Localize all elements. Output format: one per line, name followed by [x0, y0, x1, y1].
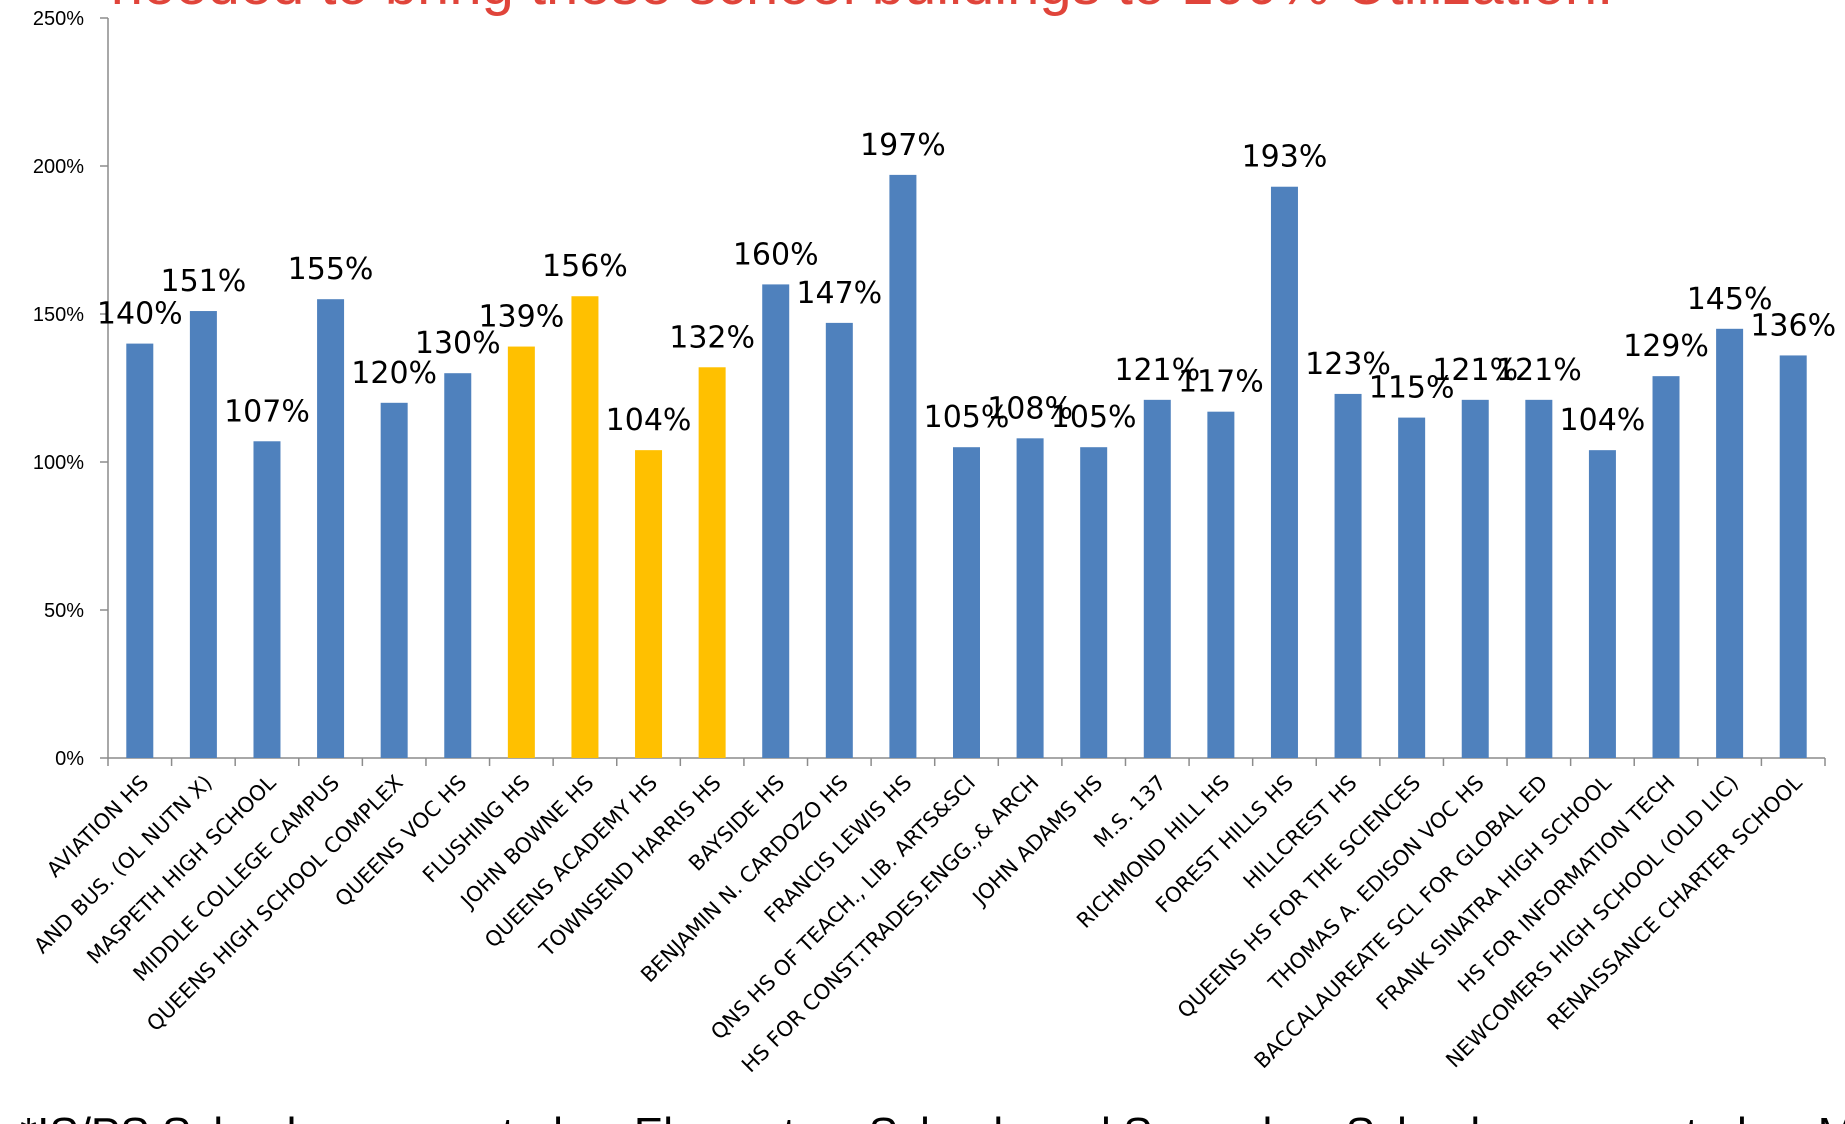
- bar: [126, 343, 154, 758]
- data-label: 129%: [1623, 329, 1709, 364]
- bar: [1398, 417, 1426, 758]
- bar: [1270, 186, 1298, 759]
- data-label: 130%: [415, 326, 501, 361]
- bar: [1334, 393, 1362, 758]
- chart-footnote: *IS/PS Schools are counted as Elementary…: [20, 1109, 1845, 1124]
- data-label: 136%: [1750, 308, 1836, 343]
- data-label: 145%: [1687, 282, 1773, 317]
- bar: [1779, 355, 1807, 758]
- data-label: 108%: [987, 391, 1073, 426]
- x-axis: [107, 757, 1826, 766]
- data-label: 104%: [1560, 403, 1646, 438]
- bar: [444, 373, 472, 758]
- y-tick-label: 0%: [55, 748, 84, 770]
- x-tick-label: HILLCREST HS: [1239, 771, 1362, 894]
- data-label: 121%: [1432, 353, 1518, 388]
- bar: [1143, 399, 1171, 758]
- bar: [253, 441, 281, 758]
- bar: [1016, 438, 1044, 758]
- data-label: 156%: [542, 249, 628, 284]
- bar: [1652, 376, 1680, 758]
- bar: [1588, 450, 1616, 758]
- data-label: 123%: [1305, 347, 1391, 382]
- bar: [571, 296, 599, 758]
- bar: [1080, 447, 1108, 758]
- x-tick-label: FRANK SINATRA HIGH SCHOOL: [1372, 770, 1616, 1014]
- bar: [317, 299, 345, 758]
- data-label: 120%: [351, 356, 437, 391]
- bar: [1207, 411, 1235, 758]
- data-label: 140%: [97, 297, 183, 332]
- data-label: 105%: [924, 400, 1010, 435]
- y-tick-label: 250%: [33, 8, 84, 30]
- data-label: 115%: [1369, 371, 1455, 406]
- data-label: 147%: [796, 276, 882, 311]
- bar: [189, 311, 217, 758]
- data-label: 117%: [1178, 365, 1264, 400]
- bar: [762, 284, 790, 758]
- data-label: 107%: [224, 394, 310, 429]
- data-label: 160%: [733, 237, 819, 272]
- data-label: 121%: [1496, 353, 1582, 388]
- bar: [1716, 328, 1744, 758]
- y-tick-label: 150%: [33, 304, 84, 326]
- data-label: 104%: [606, 403, 692, 438]
- bar: [825, 322, 853, 758]
- bars: [126, 174, 1807, 759]
- y-tick-label: 100%: [33, 452, 84, 474]
- x-tick-label: BACCALAUREATE SCL FOR GLOBAL ED: [1250, 771, 1553, 1074]
- data-label: 197%: [860, 128, 946, 163]
- bar: [889, 174, 917, 758]
- data-label: 132%: [669, 320, 755, 355]
- bar: [507, 346, 535, 758]
- bar: [635, 450, 663, 758]
- bar: [953, 447, 980, 758]
- bar: [1461, 399, 1489, 758]
- data-labels: 140%151% 107% 155% 120%130%139% 156% 104% 132%…: [97, 128, 1836, 438]
- data-label: 155%: [288, 252, 374, 287]
- bar: [380, 402, 408, 758]
- data-label: 193%: [1242, 140, 1328, 175]
- bar: [698, 367, 726, 758]
- data-label: 105%: [1051, 400, 1137, 435]
- chart-title: needed to bring these school buildings t…: [111, 0, 1614, 17]
- bar: [1525, 399, 1553, 758]
- x-tick-label: HS FOR CONST.TRADES,ENGG.,& ARCH: [737, 771, 1044, 1078]
- y-axis: 0% 50% 100% 150% 200% 250%: [33, 8, 109, 770]
- data-label: 151%: [160, 264, 246, 299]
- data-label: 121%: [1114, 353, 1200, 388]
- x-tick-label: NEWCOMERS HIGH SCHOOL (OLD LIC): [1441, 771, 1743, 1073]
- data-label: 139%: [478, 300, 564, 335]
- y-tick-label: 50%: [44, 600, 84, 622]
- y-tick-label: 200%: [33, 156, 84, 178]
